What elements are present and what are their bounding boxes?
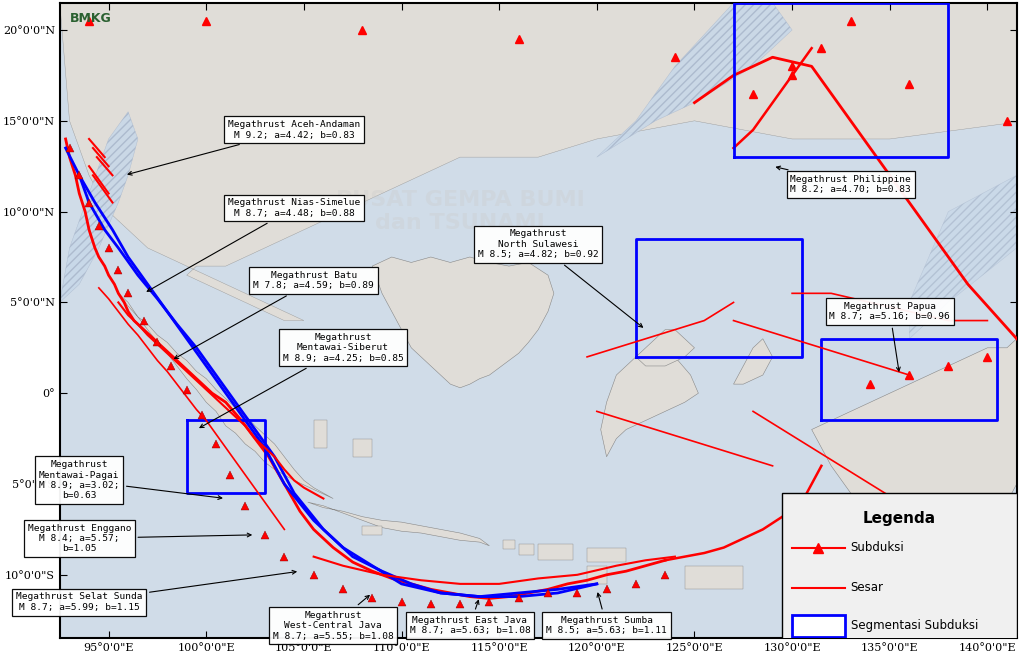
Polygon shape [308, 502, 489, 546]
Polygon shape [352, 439, 373, 457]
Polygon shape [362, 525, 382, 535]
Text: Megathrust
Mentawai-Pagai
M 8.9; a=3.02;
b=0.63: Megathrust Mentawai-Pagai M 8.9; a=3.02;… [39, 461, 222, 501]
Text: Megathrust East Java
M 8.7; a=5.63; b=1.08: Megathrust East Java M 8.7; a=5.63; b=1.… [410, 600, 530, 636]
Text: Megathrust
Mentawai-Siberut
M 8.9; a=4.25; b=0.85: Megathrust Mentawai-Siberut M 8.9; a=4.2… [200, 333, 403, 428]
Polygon shape [685, 565, 743, 589]
Text: Megathrust Nias-Simelue
M 8.7; a=4.48; b=0.88: Megathrust Nias-Simelue M 8.7; a=4.48; b… [147, 198, 360, 291]
Polygon shape [119, 293, 333, 499]
Polygon shape [503, 541, 515, 549]
Bar [782, 493, 1017, 647]
Polygon shape [539, 544, 573, 560]
Polygon shape [373, 257, 554, 388]
Text: BMKG: BMKG [70, 12, 112, 25]
Text: Megathrust Philippine
M 8.2; a=4.70; b=0.83: Megathrust Philippine M 8.2; a=4.70; b=0… [776, 166, 911, 194]
Polygon shape [733, 338, 772, 384]
Text: Megathrust Sumba
M 8.5; a=5.63; b=1.11: Megathrust Sumba M 8.5; a=5.63; b=1.11 [546, 593, 667, 636]
Text: Sesar: Sesar [851, 581, 884, 594]
Text: Megathrust Batu
M 7.8; a=4.59; b=0.89: Megathrust Batu M 7.8; a=4.59; b=0.89 [174, 271, 374, 359]
Polygon shape [597, 3, 793, 157]
Text: Segmentasi Subduksi: Segmentasi Subduksi [851, 619, 978, 632]
Polygon shape [587, 548, 626, 562]
Polygon shape [812, 338, 1017, 542]
Bar [793, 615, 845, 636]
Polygon shape [519, 544, 535, 555]
Text: Subduksi: Subduksi [851, 541, 904, 554]
Polygon shape [59, 112, 138, 302]
Text: Megathrust Selat Sunda
M 8.7; a=5.99; b=1.15: Megathrust Selat Sunda M 8.7; a=5.99; b=… [16, 570, 296, 612]
Polygon shape [601, 348, 698, 457]
Text: PUSAT GEMPA BUMI
dan TSUNAMI: PUSAT GEMPA BUMI dan TSUNAMI [336, 190, 585, 234]
Text: Legenda: Legenda [863, 511, 936, 526]
Text: Megathrust Enggano
M 8.4; a=5.57;
b=1.05: Megathrust Enggano M 8.4; a=5.57; b=1.05 [28, 523, 251, 554]
Text: Megathrust
North Sulawesi
M 8.5; a=4.82; b=0.92: Megathrust North Sulawesi M 8.5; a=4.82;… [478, 230, 642, 327]
Text: Megathrust
West-Central Java
M 8.7; a=5.55; b=1.08: Megathrust West-Central Java M 8.7; a=5.… [272, 596, 393, 640]
Polygon shape [313, 420, 328, 447]
Text: Megathrust Papua
M 8.7; a=5.16; b=0.96: Megathrust Papua M 8.7; a=5.16; b=0.96 [829, 302, 950, 371]
Polygon shape [587, 565, 606, 584]
Text: Megathrust Aceh-Andaman
M 9.2; a=4.42; b=0.83: Megathrust Aceh-Andaman M 9.2; a=4.42; b… [128, 120, 360, 175]
Polygon shape [59, 3, 1024, 321]
Polygon shape [636, 330, 694, 366]
Polygon shape [909, 175, 1017, 338]
